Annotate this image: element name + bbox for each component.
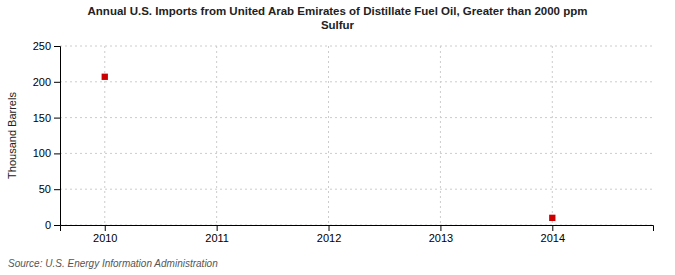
points (102, 74, 556, 221)
x-tick: 2013 (429, 225, 453, 244)
y-tick: 50 (39, 183, 60, 195)
y-tick-mark (54, 118, 60, 119)
source: Source: U.S. Energy Information Administ… (8, 258, 218, 269)
x-tick: 2012 (317, 225, 341, 244)
x-tick: 2014 (541, 225, 565, 244)
x-tick-mark (440, 225, 441, 231)
y-grid-line (60, 46, 653, 47)
y-tick-mark (54, 225, 60, 226)
x-axis-line (61, 226, 654, 232)
x-grid-line (328, 46, 329, 225)
x-tick-mark (552, 225, 553, 231)
x-axis: 2010 2011 2012 2013 2014 (61, 225, 654, 244)
x-grid-line (104, 46, 105, 225)
title-line: Sulfur (321, 19, 355, 31)
x-tick-mark (105, 225, 106, 231)
y-tick: 200 (33, 76, 60, 88)
y-grid-line (60, 81, 653, 82)
y-tick-label: 100 (33, 147, 51, 159)
y-tick-label: 50 (39, 183, 51, 195)
chart: Annual U.S. Imports from United Arab Emi… (0, 0, 675, 275)
y-axis: 0 50 100 150 200 250 (33, 40, 61, 231)
y-tick-mark (54, 46, 60, 47)
y-tick-mark (54, 82, 60, 83)
x-tick: 2010 (93, 225, 117, 244)
x-tick: 2011 (205, 225, 229, 244)
x-tick-label: 2014 (541, 232, 565, 244)
y-tick: 250 (33, 40, 60, 52)
x-grid-line (552, 46, 553, 225)
y-tick: 150 (33, 112, 60, 124)
y-tick: 100 (33, 147, 60, 159)
plot: 2010 2011 2012 2013 2014 0 50 100 150 200 250 (33, 40, 654, 244)
x-tick-label: 2011 (205, 232, 229, 244)
y-axis-label: Thousand Barrels (6, 92, 18, 179)
y-tick-label: 250 (33, 40, 51, 52)
x-tick-mark (329, 225, 330, 231)
y-tick-label: 150 (33, 112, 51, 124)
grid (60, 46, 653, 225)
x-tick-label: 2012 (317, 232, 341, 244)
y-tick: 0 (45, 219, 60, 231)
x-tick-label: 2013 (429, 232, 453, 244)
y-tick-label: 200 (33, 76, 51, 88)
point (102, 74, 108, 80)
y-tick-mark (54, 153, 60, 154)
x-tick-label: 2010 (93, 232, 117, 244)
y-axis-line (54, 47, 61, 226)
x-grid-line (440, 46, 441, 225)
point (549, 215, 555, 221)
y-grid-line (60, 117, 653, 118)
y-tick-label: 0 (45, 219, 51, 231)
y-grid-line (60, 189, 653, 190)
y-tick-mark (54, 189, 60, 190)
title: Annual U.S. Imports from United Arab Emi… (88, 5, 588, 31)
title-line: Annual U.S. Imports from United Arab Emi… (88, 5, 588, 17)
x-grid-line (216, 46, 217, 225)
y-grid-line (60, 153, 653, 154)
x-tick-mark (217, 225, 218, 231)
